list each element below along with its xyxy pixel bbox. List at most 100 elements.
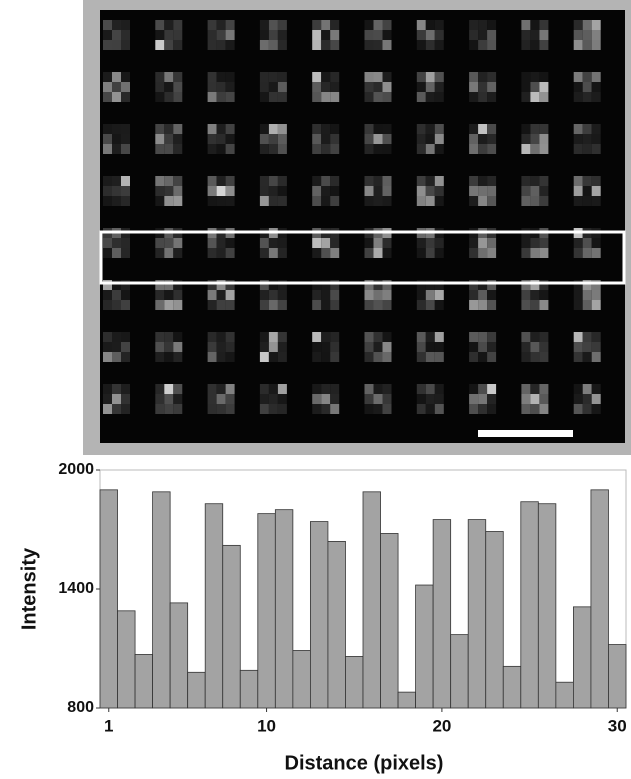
pixel (173, 352, 183, 362)
x-axis-label: Distance (pixels) (285, 752, 444, 774)
pixel (277, 20, 287, 30)
pixel (155, 342, 165, 352)
pixel (155, 176, 165, 186)
pixel (112, 384, 121, 394)
pixel (434, 394, 444, 404)
pixel (277, 40, 287, 50)
pixel (216, 196, 226, 206)
pixel (582, 176, 592, 186)
pixel (103, 72, 112, 82)
pixel (164, 176, 174, 186)
pixel (382, 404, 392, 414)
pixel (416, 280, 426, 290)
pixel (478, 72, 488, 82)
pixel (425, 404, 435, 414)
pixel (277, 30, 287, 40)
pixel (103, 238, 112, 248)
pixel (364, 72, 374, 82)
pixel (207, 144, 217, 154)
pixel (121, 92, 130, 102)
pixel (478, 186, 488, 196)
pixel (225, 134, 235, 144)
pixel (434, 404, 444, 414)
pixel (382, 134, 392, 144)
pixel (103, 280, 112, 290)
pixel (164, 280, 174, 290)
pixel (382, 20, 392, 30)
pixel (268, 134, 278, 144)
pixel (121, 176, 130, 186)
pixel (321, 384, 331, 394)
pixel (321, 352, 331, 362)
y-tick-label: 1400 (58, 580, 94, 597)
pixel (121, 332, 130, 342)
pixel (434, 196, 444, 206)
pixel (164, 72, 174, 82)
pixel (521, 186, 531, 196)
bar (537, 503, 557, 709)
pixel (469, 404, 479, 414)
pixel (434, 20, 444, 30)
pixel (103, 134, 112, 144)
pixel (382, 124, 392, 134)
bar (362, 491, 381, 709)
pixel (573, 248, 583, 258)
pixel (330, 300, 340, 310)
pixel (373, 394, 383, 404)
x-tick-label: 10 (257, 716, 276, 735)
bar (345, 656, 364, 709)
pixel (277, 92, 287, 102)
pixel (469, 238, 479, 248)
x-tick-label: 20 (432, 716, 451, 735)
pixel (573, 394, 583, 404)
pixel (155, 248, 165, 258)
pixel (373, 20, 383, 30)
pixel (164, 30, 174, 40)
pixel (416, 40, 426, 50)
pixel (469, 20, 479, 30)
pixel (321, 332, 331, 342)
pixel (173, 20, 183, 30)
pixel (425, 72, 435, 82)
pixel (207, 72, 217, 82)
pixel (330, 72, 340, 82)
pixel (373, 342, 383, 352)
pixel (312, 280, 322, 290)
pixel (591, 342, 601, 352)
pixel (330, 124, 340, 134)
pixel (478, 248, 488, 258)
pixel (121, 394, 130, 404)
pixel (434, 124, 444, 134)
pixel (330, 40, 340, 50)
pixel (312, 92, 322, 102)
pixel (591, 196, 601, 206)
pixel (164, 40, 174, 50)
pixel (225, 144, 235, 154)
pixel (268, 124, 278, 134)
y-axis-label: Intensity (18, 547, 40, 630)
pixel (521, 40, 531, 50)
pixel (216, 30, 226, 40)
pixel (164, 92, 174, 102)
pixel (277, 124, 287, 134)
pixel (425, 394, 435, 404)
pixel (591, 40, 601, 50)
pixel (530, 30, 540, 40)
pixel (225, 124, 235, 134)
pixel (259, 384, 269, 394)
pixel (330, 404, 340, 414)
pixel (277, 342, 287, 352)
pixel (487, 82, 497, 92)
pixel (582, 72, 592, 82)
pixel (539, 300, 549, 310)
pixel (112, 280, 121, 290)
bar (415, 584, 434, 709)
pixel (469, 248, 479, 258)
bar (134, 654, 153, 709)
pixel (582, 280, 592, 290)
pixel (521, 124, 531, 134)
pixel (478, 342, 488, 352)
pixel (434, 342, 444, 352)
pixel (225, 342, 235, 352)
pixel (103, 300, 112, 310)
